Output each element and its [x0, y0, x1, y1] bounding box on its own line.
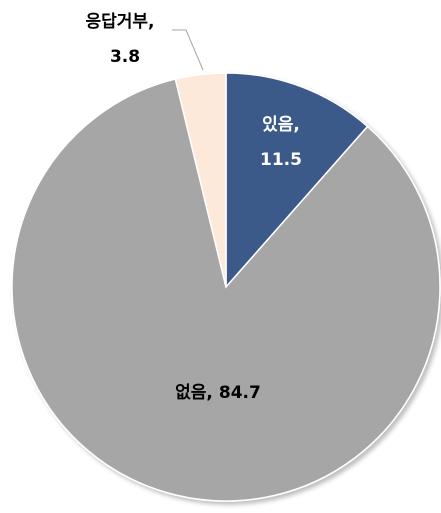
data-label: 없음, 84.7	[175, 383, 261, 403]
leader-line	[172, 29, 204, 71]
value-label: 3.8	[110, 47, 140, 67]
pie-slice	[11, 78, 441, 502]
value-label: 84.7	[219, 383, 261, 403]
pie-slice	[225, 72, 369, 289]
category-label: 없음,	[175, 383, 213, 403]
category-label: 응답거부,	[85, 12, 154, 32]
value-label: 11.5	[260, 150, 302, 170]
category-label: 있음,	[262, 115, 300, 135]
pie	[11, 72, 441, 502]
pie-slice	[174, 72, 227, 288]
